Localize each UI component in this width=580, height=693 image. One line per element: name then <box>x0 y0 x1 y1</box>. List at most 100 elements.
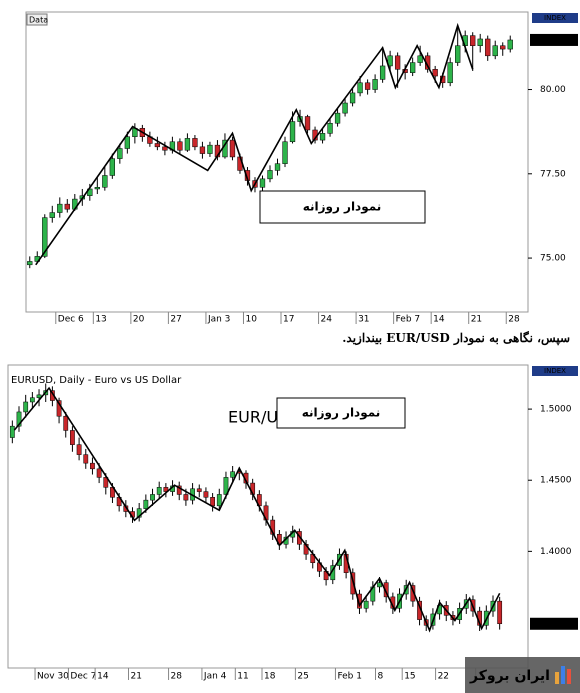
candle-body <box>304 116 311 131</box>
annotation-box <box>259 190 426 224</box>
candle-body <box>184 138 191 151</box>
candle-body <box>363 600 369 609</box>
candle-body <box>177 141 183 151</box>
candle-body <box>49 212 55 218</box>
candle-body <box>16 411 22 427</box>
candle-body <box>507 39 513 50</box>
candle-body <box>394 55 401 70</box>
x-tick-label: 22 <box>438 672 449 682</box>
watermark-box <box>465 657 580 693</box>
candle-body <box>23 401 29 413</box>
candle-body <box>282 141 288 164</box>
last-price-box <box>530 617 578 630</box>
candle-body <box>229 139 236 158</box>
x-tick-label: 8 <box>378 672 384 682</box>
y-tick-label: 1.4500 <box>540 476 572 486</box>
candle-body <box>379 65 386 80</box>
x-tick-label: Dec 6 <box>58 315 84 325</box>
x-tick-label: 28 <box>508 315 520 325</box>
candle-body <box>207 144 213 154</box>
candle-body <box>327 122 333 134</box>
x-tick-label: 14 <box>433 315 445 325</box>
y-tick-label: 1.5000 <box>540 405 572 415</box>
plot-frame <box>25 11 529 313</box>
index-label: INDEX <box>544 14 566 22</box>
candle-body <box>94 187 100 190</box>
candle-body <box>124 136 131 149</box>
annotation-text: نمودار روزانه <box>302 406 381 421</box>
candle-body <box>342 102 348 114</box>
candle-body <box>349 92 356 104</box>
x-tick-label: 11 <box>237 672 248 682</box>
candle-body <box>319 133 326 141</box>
candle-body <box>364 82 371 90</box>
candle-body <box>162 146 168 151</box>
x-tick-label: 20 <box>133 315 145 325</box>
candle-body <box>230 471 236 478</box>
x-tick-label: Jan 4 <box>203 672 227 682</box>
candle-body <box>83 454 89 464</box>
x-tick-label: 21 <box>131 672 142 682</box>
data-label: Data <box>29 16 48 25</box>
candle-body <box>409 62 416 73</box>
candle-body <box>90 462 95 470</box>
candle-body <box>102 175 108 188</box>
candle-body <box>29 397 35 403</box>
logo-bar <box>555 672 559 684</box>
x-tick-label: 31 <box>358 315 369 325</box>
data-box <box>26 13 48 26</box>
candle-body <box>477 38 483 46</box>
candle-body <box>203 491 209 498</box>
y-tick-label: 80.00 <box>540 85 566 95</box>
candle-body <box>500 45 506 50</box>
candle-body <box>183 494 189 501</box>
zigzag-line <box>35 22 474 266</box>
caption: سپس، نگاهی به نمودار EUR/USD بیندازید. <box>342 331 570 345</box>
candle-body <box>57 203 63 213</box>
candle-body <box>417 55 423 63</box>
candle-body <box>410 585 416 602</box>
candle-body <box>432 69 438 77</box>
candle-body <box>199 146 206 154</box>
x-tick-label: 14 <box>97 672 109 682</box>
candle-body <box>334 112 341 124</box>
candle-body <box>63 415 69 431</box>
x-tick-label: 17 <box>283 315 294 325</box>
index-box <box>532 13 578 23</box>
candle-body <box>109 158 115 176</box>
candle-body <box>150 494 155 501</box>
index-label: INDEX <box>544 367 566 375</box>
x-tick-label: 25 <box>297 672 308 682</box>
logo-bar <box>561 666 565 684</box>
x-tick-label: Feb 7 <box>396 315 421 325</box>
candle-body <box>470 35 476 46</box>
x-tick-label: 21 <box>471 315 482 325</box>
candle-body <box>447 62 453 84</box>
candle-body <box>196 488 202 492</box>
last-price-label: 1.3491 <box>538 619 573 629</box>
candle-body <box>377 582 382 588</box>
candle-body <box>27 261 33 266</box>
chart-title: EURUSD, Daily - Euro vs US Dollar <box>11 375 182 386</box>
candle-body <box>192 138 198 148</box>
candle-body <box>485 38 491 57</box>
candle-body <box>492 45 498 57</box>
candle-body <box>143 499 149 509</box>
candle-body <box>64 203 70 210</box>
candle-body <box>156 487 162 495</box>
candle-body <box>357 593 362 609</box>
last-price-box <box>530 33 578 46</box>
x-tick-label: 18 <box>264 672 276 682</box>
candle-body <box>210 497 215 507</box>
y-tick-label: 77.50 <box>540 169 566 179</box>
x-tick-label: 15 <box>404 672 415 682</box>
candle-body <box>497 600 503 625</box>
candle-body <box>70 430 75 445</box>
candle-body <box>383 582 389 598</box>
candle-body <box>176 485 182 495</box>
x-tick-label: 13 <box>95 315 106 325</box>
candle-body <box>96 468 102 478</box>
last-price-label: 81.471 <box>538 35 573 45</box>
logo-bar <box>567 669 571 684</box>
candle-body <box>117 148 123 159</box>
